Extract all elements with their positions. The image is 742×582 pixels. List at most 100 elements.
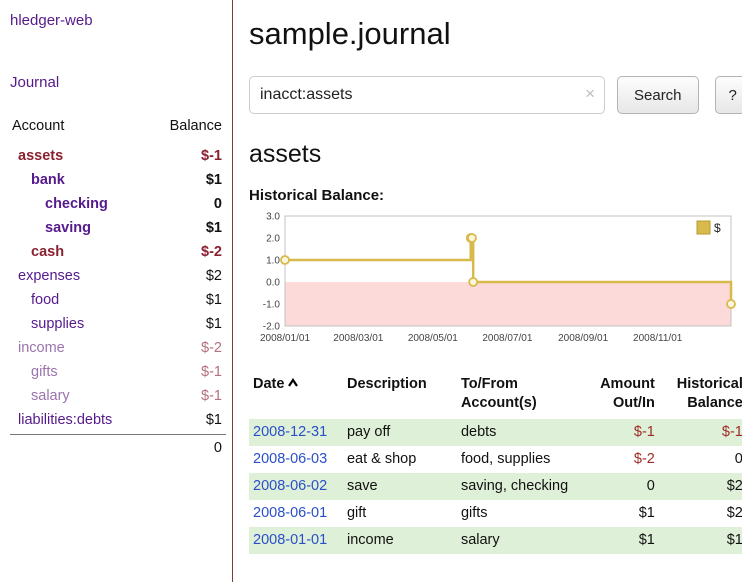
svg-text:0.0: 0.0 [266, 278, 280, 289]
accounts-header-account: Account [12, 118, 65, 134]
register-header-amount: Amount Out/In [600, 376, 655, 411]
search-bar: × Search ? [249, 76, 742, 114]
accounts-total: 0 [149, 434, 226, 460]
transaction-balance: $2 [726, 505, 742, 521]
historical-balance-chart: 3.0 2.0 1.0 0.0 -1.0 -2.0 2008/01/01 2008/03/01… [249, 208, 742, 359]
help-button[interactable]: ? [714, 76, 742, 114]
account-link-salary[interactable]: salary [31, 388, 70, 404]
transaction-date-link[interactable]: 2008-01-01 [253, 532, 328, 548]
transaction-description: pay off [346, 419, 453, 446]
account-row: assets $-1 [10, 144, 226, 168]
transaction-balance: $2 [662, 473, 742, 500]
account-link-expenses[interactable]: expenses [18, 268, 81, 284]
transaction-date-link[interactable]: 2008-12-31 [253, 424, 328, 440]
account-balance: $-1 [201, 364, 222, 380]
account-link-checking[interactable]: checking [45, 196, 108, 212]
account-row: cash $-2 [10, 240, 226, 264]
transaction-accounts: food, supplies [460, 451, 551, 467]
svg-text:2008/09/01: 2008/09/01 [558, 333, 608, 344]
transaction-accounts: saving, checking [452, 473, 589, 500]
svg-text:2008/11/01: 2008/11/01 [633, 333, 683, 344]
account-link-supplies[interactable]: supplies [31, 316, 85, 332]
svg-text:$: $ [714, 221, 721, 235]
sort-ascending-icon [287, 375, 299, 394]
clear-search-icon[interactable]: × [585, 84, 595, 103]
register-header-date[interactable]: Date [249, 373, 347, 419]
accounts-table: Account Balance assets $-1 bank $1 check… [10, 116, 226, 460]
transaction-accounts: salary [452, 527, 589, 554]
svg-text:3.0: 3.0 [266, 212, 280, 223]
account-row: salary $-1 [10, 384, 226, 408]
account-balance: $1 [205, 316, 222, 332]
account-heading: assets [249, 140, 322, 168]
svg-text:1.0: 1.0 [266, 256, 280, 267]
account-link-liabilities-debts[interactable]: liabilities:debts [18, 412, 113, 428]
transaction-accounts: debts [452, 419, 589, 446]
account-balance: $1 [149, 408, 226, 435]
account-link-income[interactable]: income [18, 340, 65, 356]
register-row: 2008-01-01 income salary $1 $1 [249, 527, 742, 554]
transaction-balance: 0 [734, 451, 742, 467]
transaction-accounts: gifts [460, 505, 488, 521]
account-row: food $1 [10, 288, 226, 312]
svg-text:-1.0: -1.0 [263, 300, 281, 311]
account-row: expenses $2 [10, 264, 226, 288]
transaction-balance: $-1 [662, 419, 742, 446]
accounts-header-balance: Balance [169, 118, 222, 134]
search-button[interactable]: Search [617, 76, 699, 114]
transaction-amount: $1 [588, 527, 663, 554]
sidebar-nav: Journal [10, 74, 226, 92]
account-link-assets[interactable]: assets [18, 148, 64, 164]
register-row: 2008-12-31 pay off debts $-1 $-1 [249, 419, 742, 446]
nav-journal-link[interactable]: Journal [10, 74, 60, 91]
register-header-accounts: To/From Account(s) [460, 376, 537, 411]
app-title-link[interactable]: hledger-web [10, 12, 93, 29]
account-link-saving[interactable]: saving [45, 220, 91, 236]
accounts-total-row: 0 [10, 434, 226, 460]
register-header-balance: Historical Balance [676, 376, 742, 411]
transaction-description: gift [346, 505, 367, 521]
account-balance: 0 [213, 196, 222, 212]
account-balance: $-1 [201, 148, 222, 164]
transaction-amount: $-1 [588, 419, 663, 446]
svg-text:2008/01/01: 2008/01/01 [260, 333, 310, 344]
account-row: gifts $-1 [10, 360, 226, 384]
transaction-balance: $1 [662, 527, 742, 554]
svg-text:2008/03/01: 2008/03/01 [333, 333, 383, 344]
transaction-date-link[interactable]: 2008-06-03 [253, 451, 328, 467]
account-balance: $2 [205, 268, 222, 284]
account-balance: $1 [205, 220, 222, 236]
account-row: checking 0 [10, 192, 226, 216]
account-link-food[interactable]: food [31, 292, 60, 308]
transaction-description: save [346, 473, 453, 500]
account-balance: $1 [205, 292, 222, 308]
svg-text:2008/07/01: 2008/07/01 [482, 333, 532, 344]
account-link-bank[interactable]: bank [31, 172, 65, 188]
transaction-description: income [346, 527, 453, 554]
register-header-description: Description [346, 376, 427, 392]
svg-text:2.0: 2.0 [266, 234, 280, 245]
register-row: 2008-06-01 gift gifts $1 $2 [249, 500, 742, 527]
account-balance: $-2 [201, 340, 222, 356]
svg-text:-2.0: -2.0 [263, 322, 281, 333]
transaction-date-link[interactable]: 2008-06-01 [253, 505, 328, 521]
account-link-gifts[interactable]: gifts [31, 364, 58, 380]
search-input[interactable] [249, 76, 605, 114]
register-row: 2008-06-03 eat & shop food, supplies $-2… [249, 446, 742, 473]
register-row: 2008-06-02 save saving, checking 0 $2 [249, 473, 742, 500]
transaction-description: eat & shop [346, 451, 417, 467]
transaction-amount: 0 [588, 473, 663, 500]
account-row: bank $1 [10, 168, 226, 192]
account-link-cash[interactable]: cash [31, 244, 65, 260]
account-row: income $-2 [10, 336, 226, 360]
account-balance: $-2 [201, 244, 222, 260]
account-row: supplies $1 [10, 312, 226, 336]
app-title: hledger-web [10, 12, 226, 30]
account-row: saving $1 [10, 216, 226, 240]
chart-title: Historical Balance: [249, 187, 385, 204]
account-row: liabilities:debts $1 [10, 408, 226, 435]
transaction-date-link[interactable]: 2008-06-02 [253, 478, 328, 494]
transaction-amount: $-2 [633, 451, 655, 467]
